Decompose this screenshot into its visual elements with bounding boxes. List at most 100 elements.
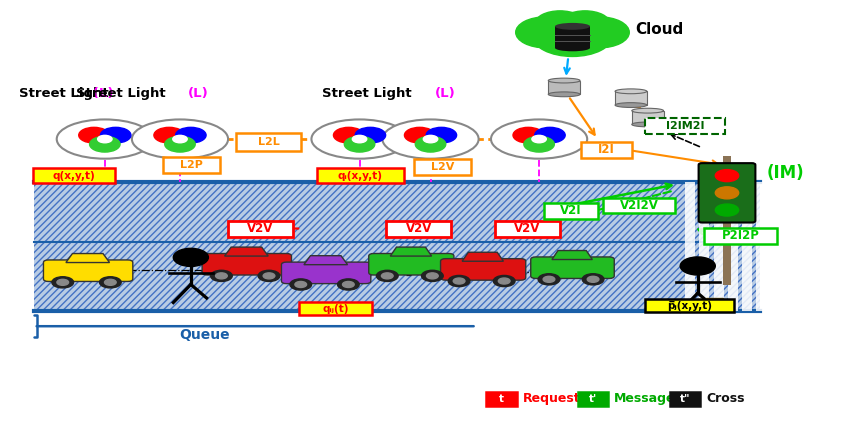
Text: V2V: V2V	[406, 223, 431, 236]
Circle shape	[210, 270, 232, 281]
Circle shape	[542, 276, 554, 282]
FancyBboxPatch shape	[282, 262, 370, 284]
Circle shape	[498, 278, 510, 284]
Ellipse shape	[554, 23, 589, 30]
Bar	[34, 182, 759, 311]
Circle shape	[338, 279, 359, 290]
Circle shape	[512, 127, 542, 143]
FancyBboxPatch shape	[578, 391, 608, 406]
FancyBboxPatch shape	[580, 142, 631, 158]
Circle shape	[342, 281, 354, 288]
Text: (IM): (IM)	[765, 165, 803, 182]
FancyBboxPatch shape	[227, 221, 293, 237]
Text: V2I: V2I	[560, 204, 581, 217]
Text: P2I2P: P2I2P	[721, 229, 759, 242]
Circle shape	[531, 136, 546, 143]
FancyBboxPatch shape	[669, 391, 699, 406]
Circle shape	[448, 275, 469, 287]
Circle shape	[352, 136, 366, 143]
Bar	[755, 182, 765, 311]
Circle shape	[173, 249, 208, 266]
Text: Cross: Cross	[705, 392, 744, 405]
Ellipse shape	[548, 78, 579, 83]
Circle shape	[532, 15, 612, 56]
Circle shape	[404, 127, 435, 143]
Text: qᵢⱼ(t): qᵢⱼ(t)	[322, 304, 348, 313]
FancyBboxPatch shape	[644, 299, 733, 313]
Bar	[631, 111, 663, 124]
Text: qᵢ(x,y,t): qᵢ(x,y,t)	[338, 171, 382, 181]
Polygon shape	[390, 247, 431, 256]
Text: t': t'	[589, 394, 597, 404]
Circle shape	[715, 204, 738, 216]
Circle shape	[586, 276, 598, 282]
Circle shape	[154, 127, 184, 143]
FancyBboxPatch shape	[43, 260, 133, 281]
Ellipse shape	[631, 108, 663, 113]
Circle shape	[381, 273, 393, 279]
Circle shape	[715, 187, 738, 199]
Bar	[713, 182, 723, 311]
Text: q(x,y,t): q(x,y,t)	[53, 171, 96, 181]
Circle shape	[99, 277, 121, 288]
Circle shape	[679, 257, 715, 275]
Polygon shape	[551, 251, 592, 259]
Bar	[34, 182, 759, 242]
Polygon shape	[225, 247, 268, 256]
Circle shape	[515, 17, 575, 48]
Circle shape	[534, 127, 565, 143]
Circle shape	[257, 270, 280, 281]
Text: Street Light: Street Light	[76, 87, 170, 100]
Circle shape	[715, 170, 738, 182]
Text: t": t"	[679, 394, 690, 404]
Text: V2V: V2V	[514, 223, 540, 236]
Circle shape	[172, 136, 187, 143]
Circle shape	[523, 136, 554, 152]
Text: I2I: I2I	[598, 143, 614, 156]
FancyBboxPatch shape	[644, 118, 724, 134]
Ellipse shape	[615, 103, 646, 107]
Circle shape	[425, 127, 456, 143]
Ellipse shape	[548, 92, 579, 97]
FancyBboxPatch shape	[494, 221, 560, 237]
Circle shape	[294, 281, 307, 288]
FancyBboxPatch shape	[236, 133, 300, 151]
Circle shape	[535, 11, 585, 37]
Text: p̅ⱼ(x,y,t): p̅ⱼ(x,y,t)	[666, 301, 711, 310]
FancyBboxPatch shape	[298, 302, 372, 316]
Ellipse shape	[491, 120, 586, 158]
Text: Cloud: Cloud	[635, 22, 683, 37]
Bar	[722, 156, 730, 285]
Ellipse shape	[57, 120, 152, 158]
Circle shape	[537, 274, 559, 285]
Text: V2V: V2V	[247, 223, 273, 236]
Bar	[34, 242, 759, 311]
FancyBboxPatch shape	[201, 253, 291, 275]
Circle shape	[376, 270, 398, 281]
Circle shape	[52, 277, 73, 288]
Text: Request: Request	[522, 392, 579, 405]
Circle shape	[101, 127, 131, 143]
Circle shape	[104, 279, 116, 285]
FancyBboxPatch shape	[543, 203, 597, 219]
Circle shape	[492, 275, 514, 287]
FancyBboxPatch shape	[369, 253, 454, 275]
Text: (L): (L)	[188, 87, 209, 100]
Ellipse shape	[132, 120, 228, 158]
Circle shape	[78, 127, 109, 143]
FancyBboxPatch shape	[486, 391, 516, 406]
Circle shape	[90, 136, 120, 152]
Circle shape	[333, 127, 363, 143]
Text: V2I2V: V2I2V	[619, 199, 658, 212]
Circle shape	[355, 127, 385, 143]
FancyBboxPatch shape	[703, 228, 777, 244]
Circle shape	[164, 136, 195, 152]
Text: Queue: Queue	[180, 328, 230, 342]
Circle shape	[344, 136, 375, 152]
Text: (L): (L)	[65, 87, 113, 100]
Text: Message: Message	[614, 392, 675, 405]
Circle shape	[215, 273, 227, 279]
Ellipse shape	[631, 122, 663, 127]
Circle shape	[426, 273, 437, 279]
Ellipse shape	[382, 120, 478, 158]
